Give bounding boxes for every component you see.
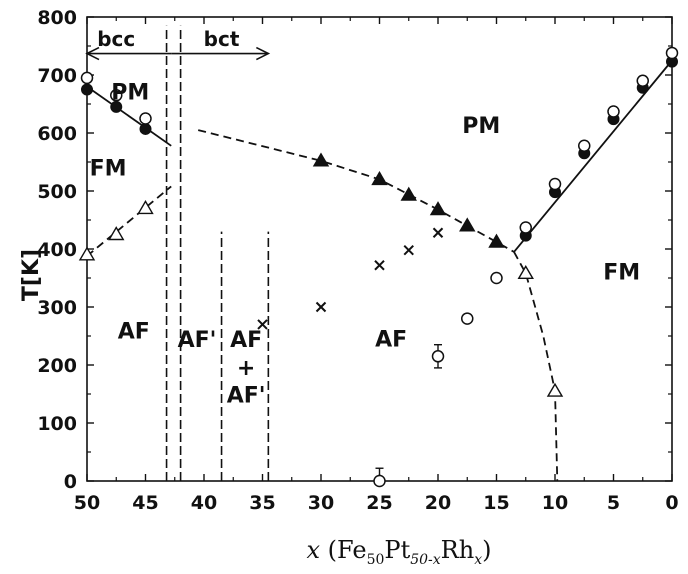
arrow-head <box>85 46 100 61</box>
region-label-af-center: AF <box>375 327 407 352</box>
x-axis-label-rh: Rh <box>441 536 475 564</box>
open-triangle-marker <box>108 226 125 241</box>
region-label-af-left: AF <box>118 319 150 344</box>
open-triangle-marker <box>546 382 564 397</box>
region-label-af-mix-plus: + <box>237 356 255 381</box>
cross-stroke <box>432 227 444 238</box>
x-tick-label: 30 <box>308 492 334 514</box>
phase-lines <box>85 25 673 482</box>
labels: PM FM AF AF' AF + AF' AF PM FM bcc bct <box>90 27 641 409</box>
x-tick-label: 50 <box>74 492 100 514</box>
filled-triangle-marker <box>312 152 330 167</box>
arrow-head <box>255 46 271 61</box>
region-label-bct: bct <box>204 27 240 51</box>
y-tick-label: 800 <box>37 7 77 29</box>
region-label-af-mix-bottom: AF' <box>227 384 266 409</box>
open-triangle-marker <box>137 200 154 215</box>
cross-stroke <box>403 244 414 256</box>
x-tick-label: 45 <box>132 492 158 514</box>
open-circle-marker <box>548 177 562 191</box>
open-triangle-marker <box>517 264 534 280</box>
x-axis-label-fe: (Fe <box>320 536 367 564</box>
solid-phase-line <box>86 85 172 147</box>
filled-circle-marker <box>81 83 93 96</box>
cross-marker <box>374 260 385 271</box>
region-label-pm-left: PM <box>111 80 149 105</box>
open-circle-marker <box>461 312 474 325</box>
open-triangle-marker <box>78 246 96 261</box>
x-tick-label: 5 <box>607 492 620 514</box>
open-circle-marker <box>110 89 123 102</box>
x-tick-label: 20 <box>425 492 451 514</box>
filled-triangle-marker <box>459 217 476 232</box>
y-tick-label: 300 <box>37 297 77 319</box>
filled-circle-marker <box>139 122 152 135</box>
cross-marker <box>315 301 327 313</box>
y-tick-label: 0 <box>64 471 77 493</box>
x-axis-label-sub1: 50 <box>367 552 385 568</box>
x-axis-label-sub2: 50-x <box>410 552 441 568</box>
cross-marker <box>432 227 444 238</box>
x-tick-label: 35 <box>249 492 275 514</box>
dashed-phase-line <box>197 129 515 253</box>
filled-triangle-marker <box>429 201 447 216</box>
open-circle-marker <box>578 139 591 153</box>
y-tick-label: 700 <box>37 65 77 87</box>
open-circle-marker <box>373 474 386 488</box>
region-label-af-mix-top: AF <box>230 328 262 353</box>
x-tick-label: 40 <box>191 492 217 514</box>
open-circle-marker <box>139 112 152 125</box>
x-tick-label: 0 <box>665 492 678 514</box>
x-axis-label-sub3: x <box>474 552 482 568</box>
y-tick-label: 600 <box>37 123 77 145</box>
x-axis-label-close: ) <box>482 536 491 564</box>
region-label-bcc: bcc <box>97 27 135 51</box>
x-tick-label: 15 <box>483 492 509 514</box>
cross-stroke <box>374 260 385 271</box>
x-tick-label: 10 <box>542 492 568 514</box>
y-tick-label: 500 <box>37 181 77 203</box>
filled-triangle-marker <box>371 171 388 186</box>
region-label-af-prime: AF' <box>178 328 217 353</box>
region-label-pm-center: PM <box>462 114 500 139</box>
x-axis-label: x (Fe50Pt50-xRhx) <box>307 536 492 568</box>
y-tick-label: 100 <box>37 413 77 435</box>
filled-triangle-marker <box>488 233 505 248</box>
open-circle-marker <box>665 46 679 60</box>
open-circle-marker <box>490 271 503 285</box>
cross-stroke <box>315 301 327 313</box>
y-axis-label: T[K] <box>19 249 44 301</box>
x-axis-label-pt: Pt <box>384 536 410 564</box>
cross-stroke <box>257 319 268 330</box>
open-circle-marker <box>519 221 532 234</box>
cross-marker <box>257 319 268 330</box>
dashed-phase-line <box>86 185 172 257</box>
cross-marker <box>403 244 414 256</box>
data-markers <box>78 46 679 488</box>
y-tick-label: 400 <box>37 239 77 261</box>
region-label-fm-right: FM <box>603 261 640 286</box>
open-circle-marker <box>80 71 94 85</box>
open-circle-marker <box>636 74 649 88</box>
filled-triangle-marker <box>400 186 417 201</box>
open-circle-marker <box>607 105 620 118</box>
open-circle-marker <box>431 350 445 363</box>
x-tick-label: 25 <box>366 492 392 514</box>
dashed-phase-line <box>513 251 559 482</box>
region-label-fm-left: FM <box>90 156 127 181</box>
x-axis-label-var: x <box>307 536 321 564</box>
y-tick-label: 200 <box>37 355 77 377</box>
plot-frame <box>86 16 673 482</box>
